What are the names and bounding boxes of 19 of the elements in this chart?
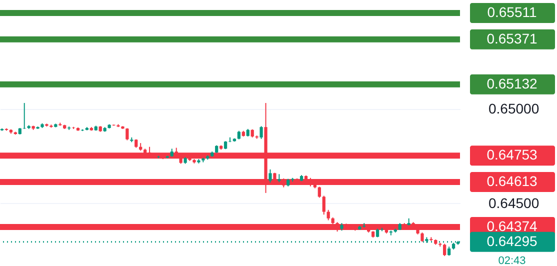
y-tick-label: 0.65000 (488, 100, 540, 117)
candlestick (420, 232, 424, 242)
ref-line-label: 0.65132 (486, 75, 538, 92)
candlestick (326, 209, 330, 221)
ref-line-label: 0.64613 (486, 173, 538, 190)
text: 02:43 (498, 255, 526, 266)
ref-line-label: 0.64374 (486, 218, 538, 234)
ref-line-label: 0.65371 (486, 30, 538, 46)
ref-line-label: 0.64295 (486, 232, 538, 249)
candlestick (22, 102, 26, 130)
candlestick (322, 195, 326, 216)
candlestick (447, 246, 451, 256)
candlestick (443, 243, 446, 257)
y-tick-label: 0.64500 (488, 194, 540, 211)
ref-line-label: 0.65511 (487, 4, 537, 20)
candlestick (268, 168, 272, 184)
candlestick (126, 128, 129, 141)
candlestick (260, 126, 263, 140)
ref-line-label: 0.64753 (486, 146, 538, 163)
